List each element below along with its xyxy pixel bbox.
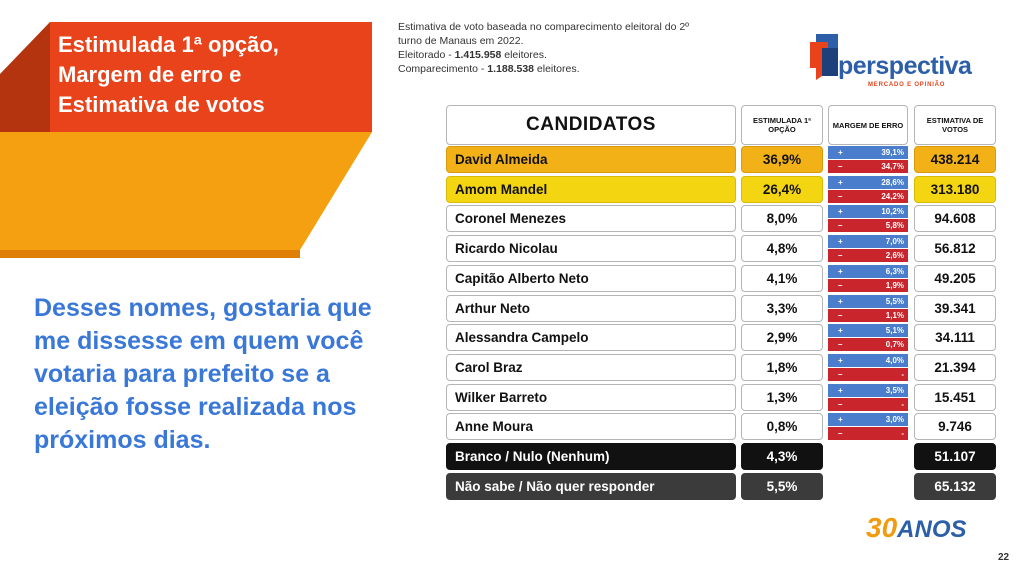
- table-row-name: Ricardo Nicolau: [446, 235, 736, 262]
- margin-of-error: +39,1% –34,7%: [828, 146, 908, 173]
- margin-minus: – -: [828, 427, 908, 440]
- header-margin: MARGEM DE ERRO: [828, 105, 908, 145]
- survey-question: Desses nomes, gostaria que me dissesse e…: [34, 294, 372, 454]
- logo-name: perspectiva: [838, 52, 972, 80]
- table-row-name: Carol Braz: [446, 354, 736, 381]
- table-row-pct: 26,4%: [741, 176, 823, 203]
- margin-minus: –0,7%: [828, 338, 908, 351]
- table-row-votes: 56.812: [914, 235, 996, 262]
- table-row-pct: 0,8%: [741, 413, 823, 440]
- table-row-pct: 1,3%: [741, 384, 823, 411]
- table-row-name: Arthur Neto: [446, 295, 736, 322]
- 30-anos-badge: 30ANOS: [866, 512, 967, 543]
- margin-of-error: +6,3% –1,9%: [828, 265, 908, 292]
- table-row-name: Capitão Alberto Neto: [446, 265, 736, 292]
- table-row-votes: 65.132: [914, 473, 996, 500]
- margin-minus: –2,6%: [828, 249, 908, 262]
- margin-plus: +5,5%: [828, 295, 908, 308]
- header-candidates: CANDIDATOS: [446, 105, 736, 145]
- table-row-pct: 4,3%: [741, 443, 823, 470]
- margin-minus: –1,1%: [828, 309, 908, 322]
- decorative-orange-block: [0, 22, 372, 258]
- margin-of-error: +3,5% – -: [828, 384, 908, 411]
- table-row-name: Não sabe / Não quer responder: [446, 473, 736, 500]
- table-row-name: Anne Moura: [446, 413, 736, 440]
- slide-title-line-3: Estimativa de votos: [58, 92, 265, 117]
- header-estimate: ESTIMATIVA DE VOTOS: [914, 105, 996, 145]
- table-row-pct: 36,9%: [741, 146, 823, 173]
- slide-title-line-2: Margem de erro e: [58, 62, 242, 87]
- margin-minus: –1,9%: [828, 279, 908, 292]
- margin-of-error: +10,2% –5,8%: [828, 205, 908, 232]
- table-row-name: Alessandra Campelo: [446, 324, 736, 351]
- table-row-name: Wilker Barreto: [446, 384, 736, 411]
- margin-plus: +10,2%: [828, 205, 908, 218]
- perspectiva-logo-icon: [810, 34, 838, 80]
- margin-minus: – -: [828, 398, 908, 411]
- table-row-pct: 1,8%: [741, 354, 823, 381]
- table-row-name: David Almeida: [446, 146, 736, 173]
- margin-plus: +3,0%: [828, 413, 908, 426]
- eleitorado-line: Eleitorado - 1.415.958 eleitores.: [398, 49, 547, 61]
- slide-title: Estimulada 1ª opção, Margem de erro e Es…: [58, 30, 368, 120]
- table-row-name: Coronel Menezes: [446, 205, 736, 232]
- table-row-votes: 34.111: [914, 324, 996, 351]
- table-row-votes: 39.341: [914, 295, 996, 322]
- margin-of-error: +5,1% –0,7%: [828, 324, 908, 351]
- margin-plus: +6,3%: [828, 265, 908, 278]
- table-row-votes: 94.608: [914, 205, 996, 232]
- methodology-text: Estimativa de voto baseada no comparecim…: [398, 21, 690, 47]
- header-stimulated: ESTIMULADA 1ª OPÇÃO: [741, 105, 823, 145]
- margin-of-error: +7,0% –2,6%: [828, 235, 908, 262]
- margin-of-error: +5,5% –1,1%: [828, 295, 908, 322]
- table-row-votes: 51.107: [914, 443, 996, 470]
- table-row-pct: 4,8%: [741, 235, 823, 262]
- table-row-votes: 313.180: [914, 176, 996, 203]
- table-row-pct: 4,1%: [741, 265, 823, 292]
- margin-plus: +5,1%: [828, 324, 908, 337]
- table-row-name: Amom Mandel: [446, 176, 736, 203]
- margin-plus: +39,1%: [828, 146, 908, 159]
- margin-of-error: +28,6% –24,2%: [828, 176, 908, 203]
- margin-plus: +4,0%: [828, 354, 908, 367]
- table-row-votes: 21.394: [914, 354, 996, 381]
- margin-plus: +7,0%: [828, 235, 908, 248]
- table-row-votes: 9.746: [914, 413, 996, 440]
- table-row-pct: 2,9%: [741, 324, 823, 351]
- margin-minus: –24,2%: [828, 190, 908, 203]
- margin-of-error: +3,0% – -: [828, 413, 908, 440]
- table-row-pct: 8,0%: [741, 205, 823, 232]
- table-row-pct: 5,5%: [741, 473, 823, 500]
- margin-plus: +28,6%: [828, 176, 908, 189]
- margin-of-error: +4,0% – -: [828, 354, 908, 381]
- page-number: 22: [998, 552, 1010, 563]
- table-row-votes: 438.214: [914, 146, 996, 173]
- slide-title-line-1: Estimulada 1ª opção,: [58, 32, 279, 57]
- title-box: [50, 22, 372, 132]
- margin-minus: –34,7%: [828, 160, 908, 173]
- margin-plus: +3,5%: [828, 384, 908, 397]
- table-row-name: Branco / Nulo (Nenhum): [446, 443, 736, 470]
- methodology-note: Estimativa de voto baseada no comparecim…: [398, 20, 698, 76]
- margin-minus: – -: [828, 368, 908, 381]
- table-row-votes: 15.451: [914, 384, 996, 411]
- table-row-votes: 49.205: [914, 265, 996, 292]
- logo-tagline: MERCADO E OPINIÃO: [868, 82, 946, 88]
- comparecimento-line: Comparecimento - 1.188.538 eleitores.: [398, 63, 580, 75]
- margin-minus: –5,8%: [828, 219, 908, 232]
- table-row-pct: 3,3%: [741, 295, 823, 322]
